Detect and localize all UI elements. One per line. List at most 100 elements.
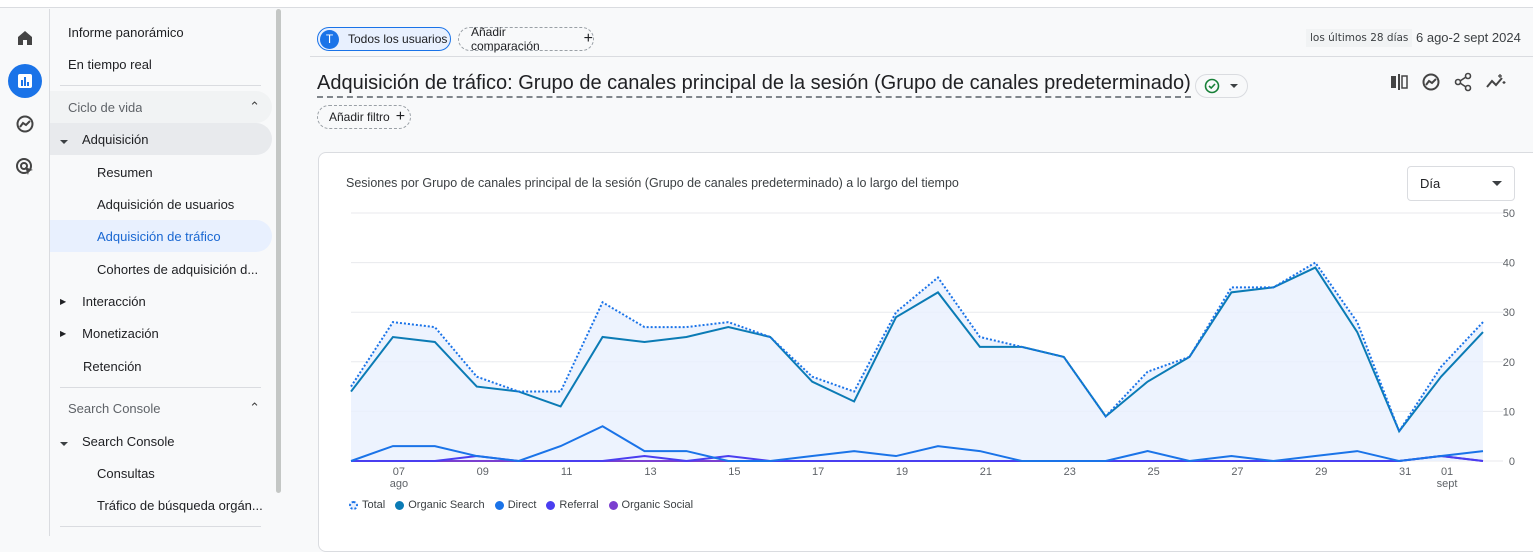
x-tick-label: 17 (812, 466, 824, 478)
date-range-badge: los últimos 28 días (1306, 29, 1413, 47)
legend-item[interactable]: Organic Search (395, 499, 485, 511)
toolbar (1389, 72, 1507, 92)
add-filter-button[interactable]: Añadir filtro + (317, 105, 411, 129)
add-filter-label: Añadir filtro (329, 110, 390, 124)
sidebar-item-interaccion[interactable]: ▶ Interacción (50, 285, 272, 317)
legend-swatch (546, 500, 556, 510)
sidebar-item-adquisicion-usuarios[interactable]: Adquisición de usuarios (50, 188, 272, 220)
legend-label: Total (362, 499, 386, 511)
label: Adquisición (82, 131, 149, 147)
divider (60, 387, 261, 388)
total-area (351, 262, 1483, 461)
x-tick-label: 09 (477, 466, 489, 478)
divider (60, 85, 261, 86)
y-tick-label: 40 (1503, 258, 1515, 270)
reports-icon[interactable] (8, 64, 42, 98)
section-search-console[interactable]: Search Console ⌃ (50, 392, 272, 424)
label: Consultas (97, 465, 155, 481)
sidebar-item-tiempo-real[interactable]: En tiempo real (50, 48, 272, 80)
label: Cohortes de adquisición d... (97, 261, 259, 277)
series-line-referral (351, 455, 1484, 463)
sidebar-item-adquisicion[interactable]: Adquisición (50, 123, 272, 155)
segment-label: Todos los usuarios (348, 32, 448, 46)
sidebar-item-search-console[interactable]: Search Console (50, 425, 272, 457)
explore-icon[interactable] (8, 107, 42, 141)
caret-right-icon: ▶ (60, 328, 67, 338)
share-icon[interactable] (1453, 72, 1473, 92)
y-tick-label: 50 (1503, 208, 1515, 220)
series-line-organic-search (350, 266, 1484, 434)
legend-item[interactable]: Organic Social (608, 499, 694, 511)
sidebar-item-retencion[interactable]: Retención (50, 350, 272, 382)
x-tick-label: 01 (1441, 466, 1453, 478)
label: Adquisición de usuarios (97, 196, 235, 212)
add-comparison-label: Añadir comparación (471, 25, 540, 53)
legend-swatch (608, 500, 618, 510)
sidebar-item-adquisicion-trafico[interactable]: Adquisición de tráfico (50, 220, 272, 252)
segment-chip[interactable]: T Todos los usuarios (317, 27, 451, 51)
series-line-total (350, 261, 1484, 434)
granularity-select[interactable]: Día (1407, 166, 1515, 201)
insights-icon[interactable] (1421, 72, 1441, 92)
caret-down-icon (60, 139, 68, 144)
date-range[interactable]: 6 ago-2 sept 2024 (1416, 30, 1521, 45)
x-tick-label: 19 (896, 466, 908, 478)
legend-item[interactable]: Total (349, 499, 385, 511)
legend-label: Organic Search (408, 499, 485, 511)
y-tick-label: 20 (1503, 357, 1515, 369)
label: Search Console (82, 433, 175, 449)
legend-label: Direct (507, 499, 537, 511)
title-status-dropdown[interactable] (1195, 74, 1248, 98)
legend: Total Organic Search Direct Referral Organic… (349, 499, 703, 511)
add-comparison-button[interactable]: Añadir comparación + (458, 25, 594, 53)
y-tick-label: 30 (1503, 307, 1515, 319)
series-line-direct (350, 425, 1484, 463)
x-tick-label: 29 (1315, 466, 1327, 478)
sidebar-item-consultas[interactable]: Consultas (50, 457, 272, 489)
sidebar-item-monetizacion[interactable]: ▶ Monetización (50, 317, 272, 349)
x-tick-label: 23 (1064, 466, 1076, 478)
x-tick-month: sept (1437, 478, 1458, 490)
legend-label: Referral (559, 499, 599, 511)
caret-down-icon (1230, 84, 1238, 88)
x-tick-label: 07 (393, 466, 405, 478)
sidebar-item-informe-panoramico[interactable]: Informe panorámico (50, 16, 272, 48)
legend-swatch (494, 500, 504, 510)
legend-item[interactable]: Referral (546, 499, 599, 511)
legend-label: Organic Social (621, 499, 694, 511)
chart-card: Sesiones por Grupo de canales principal … (318, 152, 1533, 552)
section-ciclo-de-vida[interactable]: Ciclo de vida ⌃ (50, 91, 272, 123)
sidebar-scrollbar[interactable] (276, 9, 281, 493)
sidebar-item-trafico-busqueda[interactable]: Tráfico de búsqueda orgán... (50, 489, 272, 521)
nav-rail (0, 9, 50, 536)
divider (60, 526, 261, 527)
label: Retención (83, 358, 142, 374)
chevron-up-icon: ⌃ (249, 99, 260, 114)
label: En tiempo real (68, 56, 152, 72)
compare-columns-icon[interactable] (1389, 72, 1409, 92)
label: Monetización (82, 325, 159, 341)
caret-down-icon (60, 441, 68, 446)
sidebar-item-cohortes[interactable]: Cohortes de adquisición d... (50, 253, 272, 285)
x-tick-label: 25 (1147, 466, 1159, 478)
label: Tráfico de búsqueda orgán... (97, 497, 263, 513)
home-icon[interactable] (8, 21, 42, 55)
x-tick-label: 31 (1399, 466, 1411, 478)
anomaly-icon[interactable] (1485, 72, 1507, 92)
plus-icon: + (583, 30, 593, 47)
legend-swatch (349, 500, 358, 510)
page-title[interactable]: Adquisición de tráfico: Grupo de canales… (317, 72, 1191, 98)
legend-item[interactable]: Direct (494, 499, 537, 511)
sidebar-item-resumen[interactable]: Resumen (50, 156, 272, 188)
x-tick-label: 11 (561, 466, 572, 478)
legend-swatch (395, 500, 405, 510)
label: Adquisición de tráfico (97, 228, 221, 244)
chart-title: Sesiones por Grupo de canales principal … (346, 176, 959, 190)
top-bar (0, 0, 1533, 8)
x-tick-label: 21 (980, 466, 992, 478)
y-tick-label: 10 (1503, 406, 1515, 418)
segment-avatar: T (320, 29, 339, 49)
x-tick-label: 15 (728, 466, 740, 478)
advertising-icon[interactable] (8, 150, 42, 184)
